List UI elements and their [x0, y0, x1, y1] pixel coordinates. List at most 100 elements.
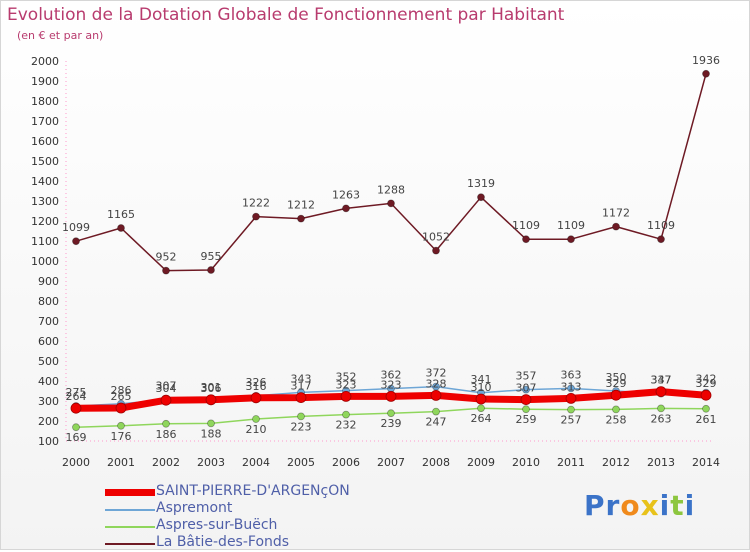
x-tick-label: 2000 [62, 456, 90, 469]
data-point-la-batie-des-fonds [297, 214, 305, 223]
y-tick-label: 100 [38, 435, 59, 448]
logo-letter: o [620, 489, 641, 522]
data-label-aspres-sur-buech: 261 [696, 413, 717, 426]
data-label-aspres-sur-buech: 247 [426, 416, 447, 429]
data-label-aspres-sur-buech: 223 [291, 420, 312, 433]
data-label-la-batie-des-fonds: 1052 [422, 231, 450, 244]
x-tick-label: 2007 [377, 456, 405, 469]
data-point-saint-pierre-d-argencon [160, 394, 172, 406]
y-tick-label: 1100 [31, 235, 59, 248]
data-label-aspres-sur-buech: 232 [336, 419, 357, 432]
legend-swatch-aspremont [105, 509, 155, 511]
logo-letter: P [584, 489, 606, 522]
data-point-saint-pierre-d-argencon [655, 386, 667, 398]
x-tick-label: 2008 [422, 456, 450, 469]
data-label-la-batie-des-fonds: 1319 [467, 177, 495, 190]
x-tick-label: 2003 [197, 456, 225, 469]
y-tick-label: 1700 [31, 115, 59, 128]
data-label-saint-pierre-d-argencon: 304 [156, 382, 177, 395]
legend-label: Aspres-sur-Buëch [156, 517, 278, 533]
data-point-la-batie-des-fonds [252, 212, 260, 221]
data-label-aspremont: 275 [66, 386, 87, 399]
data-point-saint-pierre-d-argencon [520, 394, 532, 406]
data-point-aspres-sur-buech [207, 419, 215, 428]
data-label-saint-pierre-d-argencon: 329 [696, 377, 717, 390]
data-point-aspres-sur-buech [522, 405, 530, 414]
data-label-la-batie-des-fonds: 1109 [557, 219, 585, 232]
y-tick-label: 300 [38, 395, 59, 408]
x-tick-label: 2009 [467, 456, 495, 469]
data-label-aspremont: 341 [471, 373, 492, 386]
data-label-aspremont: 286 [111, 384, 132, 397]
data-point-saint-pierre-d-argencon [700, 389, 712, 401]
data-label-la-batie-des-fonds: 1099 [62, 221, 90, 234]
x-tick-label: 2013 [647, 456, 675, 469]
data-label-aspremont: 326 [246, 376, 267, 389]
y-tick-label: 1600 [31, 135, 59, 148]
legend-swatch-saint-pierre [105, 489, 155, 496]
logo-letter: x [640, 489, 660, 522]
data-point-aspres-sur-buech [657, 404, 665, 413]
data-label-la-batie-des-fonds: 952 [156, 251, 177, 264]
data-label-aspres-sur-buech: 176 [111, 430, 132, 443]
data-label-la-batie-des-fonds: 1222 [242, 197, 270, 210]
data-labels: 1099 1165 952 955 1222 1212 1263 1288 1052 1319 11… [62, 54, 720, 444]
data-point-aspres-sur-buech [387, 409, 395, 418]
data-point-la-batie-des-fonds [702, 69, 710, 78]
data-label-aspres-sur-buech: 210 [246, 423, 267, 436]
data-label-la-batie-des-fonds: 1109 [512, 219, 540, 232]
data-point-la-batie-des-fonds [612, 222, 620, 231]
data-point-la-batie-des-fonds [162, 266, 170, 275]
proxiti-logo: Proxiti [584, 489, 695, 522]
x-axis-ticks: 2000 2001 2002 2003 2004 2005 2006 2007 2008 2009… [62, 456, 720, 469]
y-tick-label: 900 [38, 275, 59, 288]
data-label-la-batie-des-fonds: 1936 [692, 54, 720, 67]
data-point-aspres-sur-buech [72, 423, 80, 432]
y-axis-ticks: 100 200 300 400 500 600 700 800 900 1000 1100 1200 1… [31, 55, 59, 448]
x-tick-label: 2011 [557, 456, 585, 469]
data-label-la-batie-des-fonds: 955 [201, 250, 222, 263]
data-label-la-batie-des-fonds: 1172 [602, 207, 630, 220]
data-label-aspres-sur-buech: 169 [66, 431, 87, 444]
data-label-saint-pierre-d-argencon: 310 [471, 381, 492, 394]
data-label-aspres-sur-buech: 257 [561, 414, 582, 427]
data-point-saint-pierre-d-argencon [430, 389, 442, 401]
data-point-la-batie-des-fonds [477, 193, 485, 202]
data-label-aspres-sur-buech: 186 [156, 428, 177, 441]
data-label-saint-pierre-d-argencon: 316 [246, 380, 267, 393]
data-point-saint-pierre-d-argencon [70, 402, 82, 414]
data-label-aspres-sur-buech: 188 [201, 427, 222, 440]
data-label-saint-pierre-d-argencon: 313 [561, 380, 582, 393]
data-point-saint-pierre-d-argencon [340, 390, 352, 402]
data-label-la-batie-des-fonds: 1212 [287, 199, 315, 212]
legend-label: Aspremont [156, 500, 233, 516]
data-label-aspremont: 342 [696, 373, 717, 386]
x-tick-label: 2005 [287, 456, 315, 469]
data-point-saint-pierre-d-argencon [385, 390, 397, 402]
y-tick-label: 600 [38, 335, 59, 348]
data-label-la-batie-des-fonds: 1288 [377, 183, 405, 196]
data-label-aspres-sur-buech: 264 [471, 412, 492, 425]
data-point-la-batie-des-fonds [567, 235, 575, 244]
data-point-aspres-sur-buech [342, 410, 350, 419]
logo-letter: i [684, 489, 696, 522]
data-label-aspremont: 337 [651, 374, 672, 387]
data-label-aspremont: 350 [606, 371, 627, 384]
data-point-aspres-sur-buech [432, 407, 440, 416]
data-label-aspres-sur-buech: 259 [516, 413, 537, 426]
data-point-saint-pierre-d-argencon [475, 393, 487, 405]
series-layer [70, 69, 712, 432]
legend-label: SAINT-PIERRE-D'ARGENçON [156, 483, 350, 499]
data-label-la-batie-des-fonds: 1263 [332, 188, 360, 201]
data-point-la-batie-des-fonds [117, 224, 125, 232]
data-point-la-batie-des-fonds [207, 266, 215, 274]
y-tick-label: 400 [38, 375, 59, 388]
data-point-la-batie-des-fonds [657, 235, 665, 244]
x-tick-label: 2006 [332, 456, 360, 469]
y-tick-label: 1000 [31, 255, 59, 268]
x-tick-label: 2001 [107, 456, 135, 469]
y-tick-label: 1900 [31, 75, 59, 88]
legend-swatch-aspres-sur-buech [105, 526, 155, 528]
